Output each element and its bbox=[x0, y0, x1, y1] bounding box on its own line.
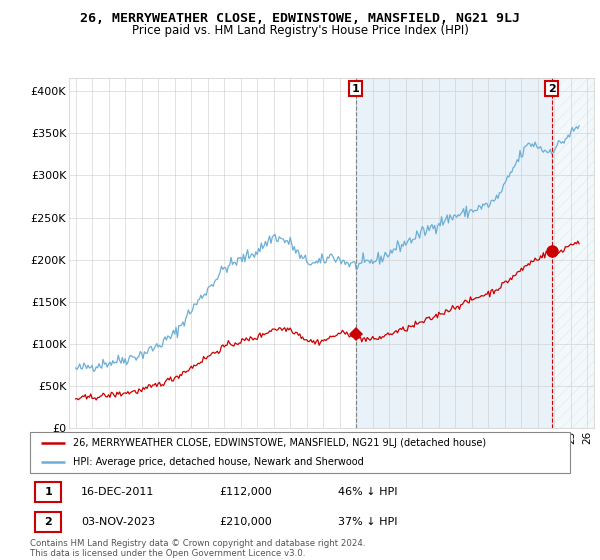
Text: 16-DEC-2011: 16-DEC-2011 bbox=[82, 487, 155, 497]
Bar bbox=[356, 78, 552, 428]
Text: 2: 2 bbox=[548, 83, 556, 94]
Text: £112,000: £112,000 bbox=[219, 487, 272, 497]
Text: 26, MERRYWEATHER CLOSE, EDWINSTOWE, MANSFIELD, NG21 9LJ (detached house): 26, MERRYWEATHER CLOSE, EDWINSTOWE, MANS… bbox=[73, 438, 487, 449]
Text: 2: 2 bbox=[44, 517, 52, 527]
Text: 1: 1 bbox=[44, 487, 52, 497]
Bar bbox=[552, 78, 594, 428]
Text: Price paid vs. HM Land Registry's House Price Index (HPI): Price paid vs. HM Land Registry's House … bbox=[131, 24, 469, 36]
Text: HPI: Average price, detached house, Newark and Sherwood: HPI: Average price, detached house, Newa… bbox=[73, 457, 364, 467]
Text: 46% ↓ HPI: 46% ↓ HPI bbox=[338, 487, 397, 497]
Text: 03-NOV-2023: 03-NOV-2023 bbox=[82, 517, 155, 527]
Bar bbox=[35, 483, 61, 502]
Text: 1: 1 bbox=[352, 83, 359, 94]
Text: £210,000: £210,000 bbox=[219, 517, 272, 527]
Text: 37% ↓ HPI: 37% ↓ HPI bbox=[338, 517, 397, 527]
Text: 26, MERRYWEATHER CLOSE, EDWINSTOWE, MANSFIELD, NG21 9LJ: 26, MERRYWEATHER CLOSE, EDWINSTOWE, MANS… bbox=[80, 12, 520, 25]
Bar bbox=[35, 512, 61, 532]
Text: Contains HM Land Registry data © Crown copyright and database right 2024.
This d: Contains HM Land Registry data © Crown c… bbox=[30, 539, 365, 558]
